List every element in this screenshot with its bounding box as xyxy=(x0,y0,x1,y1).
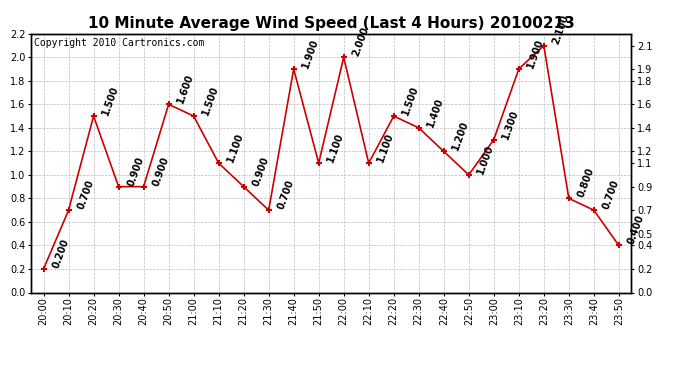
Text: 0.400: 0.400 xyxy=(626,214,646,246)
Text: 0.800: 0.800 xyxy=(575,166,595,199)
Text: 1.500: 1.500 xyxy=(401,84,421,117)
Text: 1.100: 1.100 xyxy=(226,131,246,164)
Text: 0.900: 0.900 xyxy=(250,155,270,187)
Text: 1.000: 1.000 xyxy=(475,143,495,176)
Text: 2.000: 2.000 xyxy=(351,26,371,58)
Text: 0.900: 0.900 xyxy=(150,155,170,187)
Title: 10 Minute Average Wind Speed (Last 4 Hours) 20100213: 10 Minute Average Wind Speed (Last 4 Hou… xyxy=(88,16,575,31)
Text: 2.100: 2.100 xyxy=(551,14,571,46)
Text: 1.400: 1.400 xyxy=(426,96,446,129)
Text: 0.700: 0.700 xyxy=(75,178,95,211)
Text: 1.100: 1.100 xyxy=(375,131,395,164)
Text: 1.500: 1.500 xyxy=(201,84,221,117)
Text: Copyright 2010 Cartronics.com: Copyright 2010 Cartronics.com xyxy=(34,38,204,48)
Text: 1.900: 1.900 xyxy=(301,38,321,70)
Text: 1.300: 1.300 xyxy=(501,108,521,140)
Text: 1.200: 1.200 xyxy=(451,120,471,152)
Text: 0.700: 0.700 xyxy=(275,178,295,211)
Text: 0.700: 0.700 xyxy=(601,178,621,211)
Text: 1.900: 1.900 xyxy=(526,38,546,70)
Text: 1.600: 1.600 xyxy=(175,73,195,105)
Text: 1.100: 1.100 xyxy=(326,131,346,164)
Text: 0.900: 0.900 xyxy=(126,155,146,187)
Text: 0.200: 0.200 xyxy=(50,237,70,270)
Text: 1.500: 1.500 xyxy=(101,84,121,117)
